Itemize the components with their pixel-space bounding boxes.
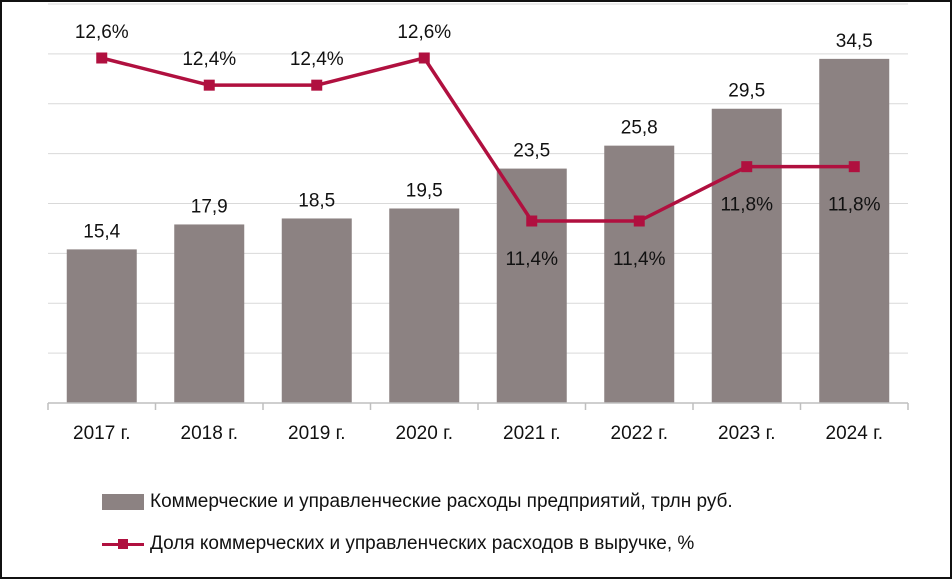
line-value-label: 12,6% xyxy=(397,22,451,43)
line-marker xyxy=(311,79,323,91)
line-data-labels: 12,6% 12,4% 12,4% 12,6% 11,4% 11,4% 11,8% 11,8% xyxy=(75,22,881,270)
x-tick-label: 2018 г. xyxy=(181,423,238,444)
line-marker xyxy=(526,215,538,227)
line-value-label: 11,4% xyxy=(506,249,559,270)
bar xyxy=(174,224,245,403)
line-path xyxy=(101,56,855,223)
bar-value-label: 18,5 xyxy=(298,190,335,211)
line-marker xyxy=(633,215,645,227)
x-tick-label: 2021 г. xyxy=(503,423,560,444)
line-marker xyxy=(203,79,215,91)
bar-value-label: 23,5 xyxy=(513,141,550,162)
line-value-label: 11,4% xyxy=(613,249,666,270)
line-marker xyxy=(418,52,430,64)
bar-value-label: 19,5 xyxy=(406,180,443,201)
bar-value-label: 29,5 xyxy=(728,81,765,102)
x-tick-label: 2017 г. xyxy=(73,423,130,444)
x-tick-label: 2024 г. xyxy=(826,423,883,444)
line-value-label: 12,6% xyxy=(75,22,129,43)
bar xyxy=(819,58,890,404)
legend-bar-label: Коммерческие и управленческие расходы пр… xyxy=(150,491,733,512)
line-series xyxy=(96,52,860,227)
bar xyxy=(389,208,460,403)
x-tick-label: 2023 г. xyxy=(718,423,775,444)
line-value-label: 12,4% xyxy=(182,49,236,70)
x-tick-label: 2022 г. xyxy=(611,423,668,444)
bar xyxy=(66,249,137,403)
bar xyxy=(281,218,352,403)
legend-bar-swatch xyxy=(102,494,144,510)
x-tick-label: 2020 г. xyxy=(396,423,453,444)
bar-value-label: 17,9 xyxy=(191,196,228,217)
x-tick-label: 2019 г. xyxy=(288,423,345,444)
line-marker xyxy=(96,52,108,64)
bar xyxy=(604,145,675,403)
legend-line-label: Доля коммерческих и управленческих расхо… xyxy=(150,533,695,554)
line-marker xyxy=(741,161,753,173)
legend-line-entry: Доля коммерческих и управленческих расхо… xyxy=(102,533,694,555)
bar-series xyxy=(66,58,890,404)
bar-value-label: 15,4 xyxy=(83,221,120,242)
line-value-label: 12,4% xyxy=(290,49,344,70)
bar xyxy=(711,108,782,404)
bar-value-label: 34,5 xyxy=(836,31,873,52)
line-marker xyxy=(848,161,860,173)
bar-data-labels: 15,4 17,9 18,5 19,5 23,5 25,8 29,5 34,5 xyxy=(83,31,872,243)
line-value-label: 11,8% xyxy=(721,195,774,216)
bar xyxy=(496,168,567,403)
legend-bar-entry: Коммерческие и управленческие расходы пр… xyxy=(102,491,733,513)
line-value-label: 11,8% xyxy=(828,195,881,216)
bar-value-label: 25,8 xyxy=(621,118,658,139)
x-axis: 2017 г. 2018 г. 2019 г. 2020 г. 2021 г. 2022 … xyxy=(47,402,909,444)
legend-line-swatch xyxy=(102,536,144,552)
